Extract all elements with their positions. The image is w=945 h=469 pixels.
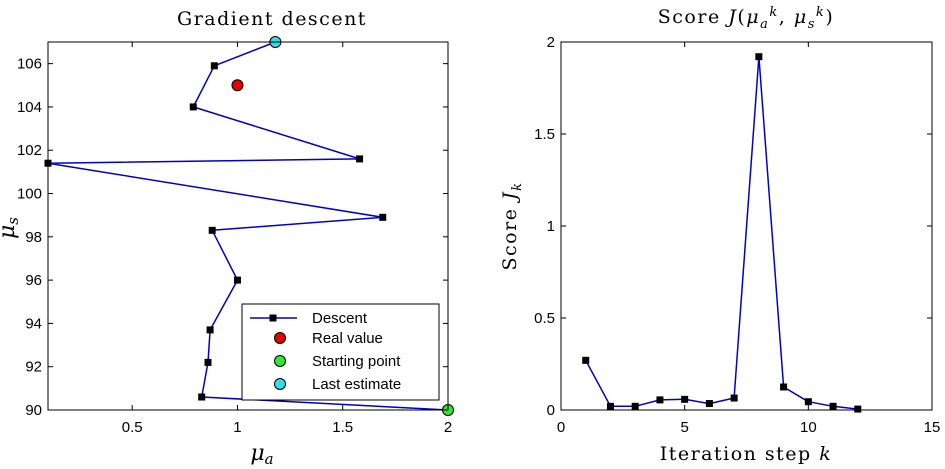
left-x-tick-label: 2 xyxy=(444,419,452,436)
left-series-line xyxy=(47,41,449,411)
left-series-marker xyxy=(356,155,364,163)
right-x-axis-label: Iteration step k xyxy=(660,443,833,465)
left-y-tick-label: 100 xyxy=(17,186,42,203)
right-series-marker xyxy=(755,53,763,61)
right-chart-title: Score J(μak, μsk) xyxy=(658,5,834,32)
left-chart-title: Gradient descent xyxy=(177,8,367,30)
right-series-marker xyxy=(606,402,614,410)
right-series-marker xyxy=(582,356,590,364)
left-series-marker xyxy=(189,103,197,111)
right-x-tick-label: 10 xyxy=(800,419,817,436)
left-y-tick-label: 102 xyxy=(17,142,42,159)
left-series-marker xyxy=(379,213,387,221)
right-series-marker xyxy=(730,394,738,402)
right-series-marker xyxy=(854,405,862,413)
legend-last-estimate-label: Last estimate xyxy=(312,376,401,393)
gradient-descent-panel: Gradient descent 0.5 1 1.5 2 90 92 94 96 98 100 10… xyxy=(0,8,454,468)
left-series-marker xyxy=(210,62,218,70)
left-series-marker xyxy=(233,276,241,284)
right-y-tick-label: 0.5 xyxy=(534,310,555,327)
legend-real-value-label: Real value xyxy=(312,330,383,347)
left-y-tick-label: 92 xyxy=(25,359,42,376)
left-y-tick-label: 104 xyxy=(17,99,42,116)
legend-real-value-marker xyxy=(274,332,286,344)
right-x-tick-label: 0 xyxy=(557,419,565,436)
right-y-axis-label: Score Jk xyxy=(499,182,525,271)
left-point-real-value xyxy=(231,79,244,92)
right-series-marker xyxy=(804,398,812,406)
left-y-tick-label: 94 xyxy=(25,315,42,332)
right-series-marker xyxy=(681,395,689,403)
left-x-tick-label: 0.5 xyxy=(122,419,143,436)
left-y-tick-label: 98 xyxy=(25,229,42,246)
left-y-tick-label: 90 xyxy=(25,402,42,419)
left-y-tick-label: 96 xyxy=(25,272,42,289)
right-y-tick-label: 2 xyxy=(547,34,555,51)
right-y-tick-label: 0 xyxy=(547,402,555,419)
right-plot-frame xyxy=(560,41,933,411)
legend-descent-label: Descent xyxy=(312,310,368,327)
left-series-marker xyxy=(204,358,212,366)
legend-last-estimate-marker xyxy=(274,378,286,390)
left-x-tick-label: 1 xyxy=(233,419,241,436)
right-series-marker xyxy=(829,402,837,410)
right-series-marker xyxy=(631,402,639,410)
right-series-marker xyxy=(705,400,713,408)
left-x-axis-label: μa xyxy=(250,441,273,468)
left-series-marker xyxy=(208,226,216,234)
right-series-marker xyxy=(656,396,664,404)
left-x-tick-label: 1.5 xyxy=(332,419,353,436)
left-plot-frame xyxy=(47,41,449,411)
right-x-tick-label: 5 xyxy=(680,419,688,436)
legend-descent-marker xyxy=(269,314,277,322)
left-y-axis-label: μs xyxy=(0,217,22,239)
right-y-tick-label: 1 xyxy=(547,218,555,235)
left-series-marker xyxy=(198,393,206,401)
right-y-tick-label: 1.5 xyxy=(534,126,555,143)
legend-starting-point-marker xyxy=(274,355,286,367)
right-x-tick-label: 15 xyxy=(924,419,941,436)
legend-starting-point-label: Starting point xyxy=(312,353,401,370)
right-series-line xyxy=(585,55,858,410)
right-series-marker xyxy=(780,383,788,391)
left-y-tick-label: 106 xyxy=(17,56,42,73)
score-panel: Score J(μak, μsk) 0 5 10 15 0 0.5 1 1.5 2 Iterat… xyxy=(499,5,940,465)
legend: Descent Real value Starting point Last e… xyxy=(241,303,440,401)
left-series-marker xyxy=(206,326,214,334)
